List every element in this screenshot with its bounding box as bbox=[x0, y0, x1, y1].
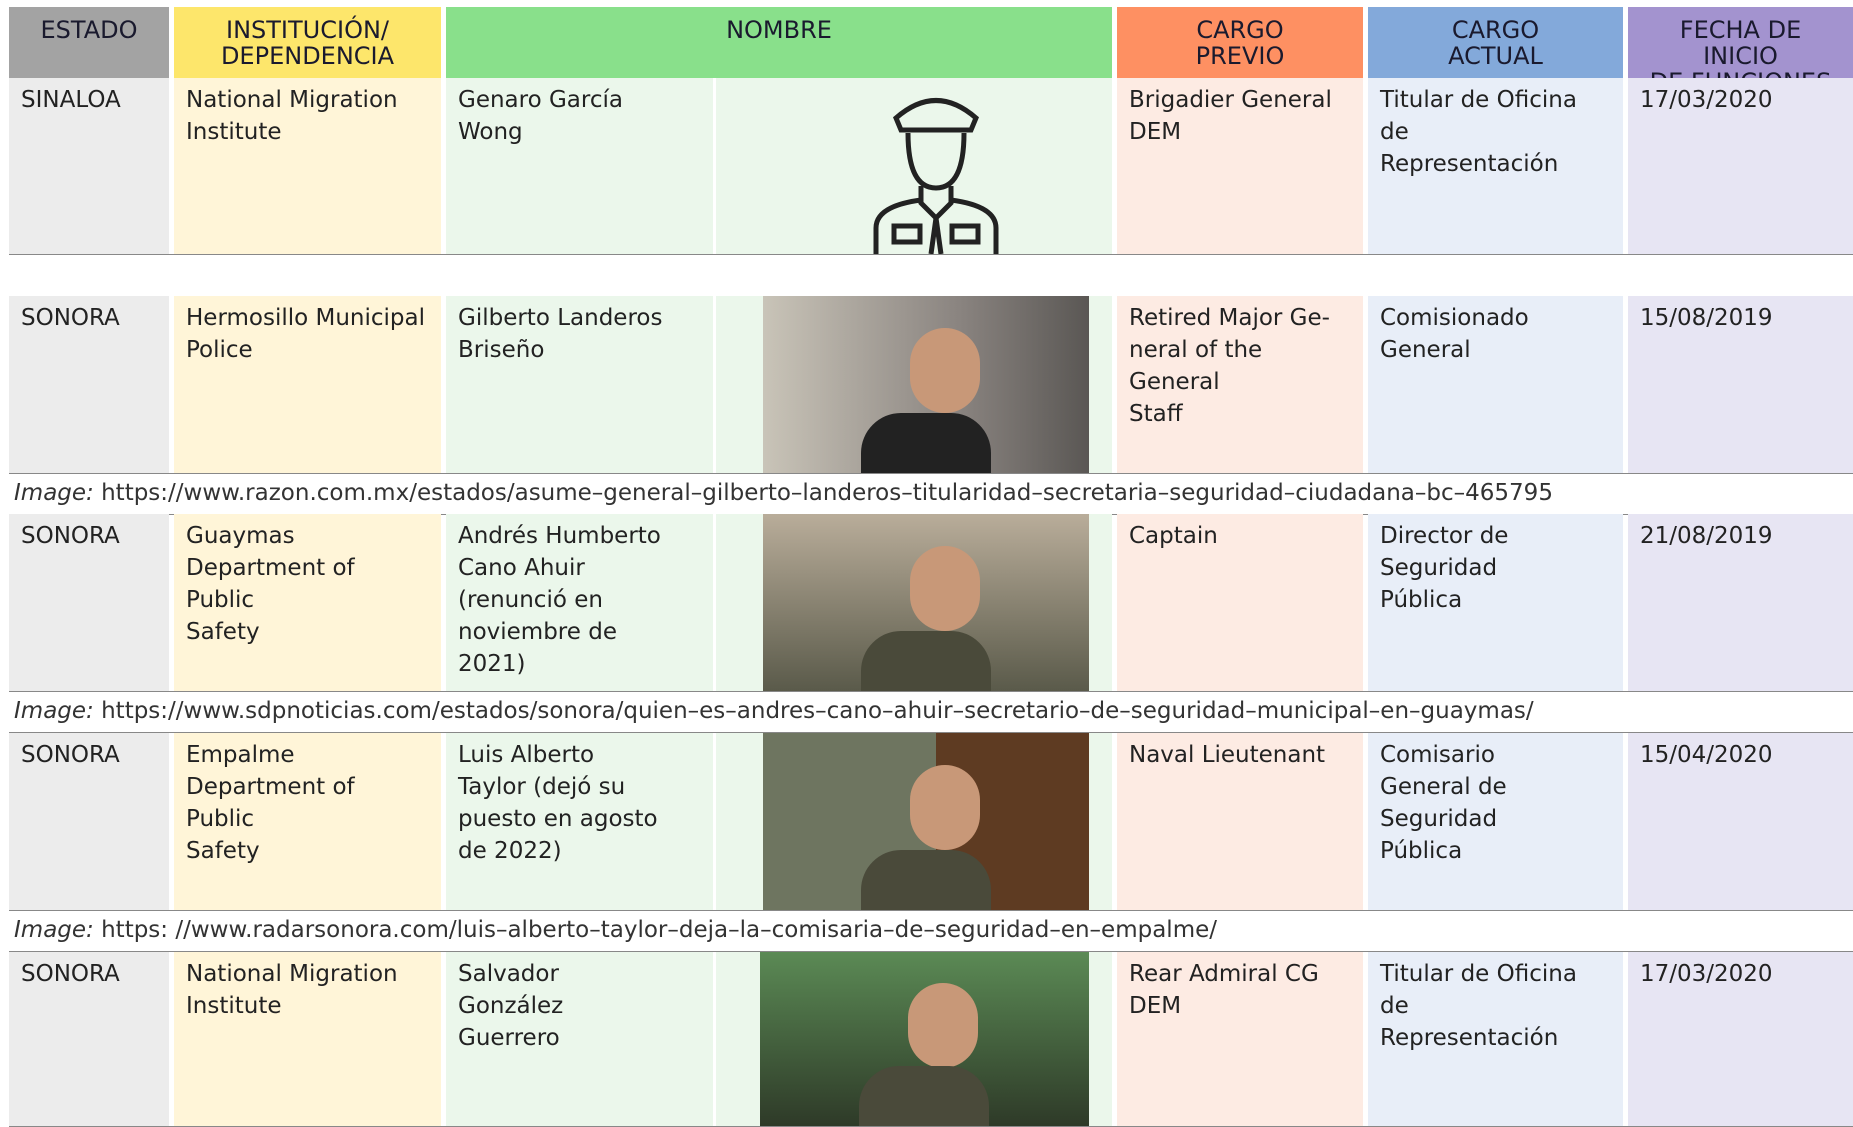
cell-cargo-actual: Comisionado General bbox=[1368, 296, 1623, 473]
row-separator bbox=[9, 910, 1853, 911]
caption-url: https://www.sdpnoticias.com/estados/sono… bbox=[101, 698, 1534, 724]
cell-nombre: Gilberto Landeros Briseño bbox=[458, 305, 663, 363]
cell-nombre: Genaro García Wong bbox=[458, 87, 623, 145]
caption-url: https: //www.radarsonora.com/luis–albert… bbox=[101, 917, 1217, 943]
cell-nombre: Andrés Humberto Cano Ahuir (renunció en … bbox=[458, 523, 661, 677]
header-cell: CARGO ACTUAL bbox=[1368, 7, 1623, 78]
row-separator bbox=[9, 254, 1853, 255]
officer-icon bbox=[873, 98, 999, 254]
person bbox=[908, 983, 979, 1069]
image-caption: Image: https://www.sdpnoticias.com/estad… bbox=[14, 698, 1534, 724]
cell-fecha: 15/04/2020 bbox=[1628, 733, 1853, 910]
cell-cargo-previo: Naval Lieutenant bbox=[1117, 733, 1363, 910]
name-divider bbox=[713, 733, 716, 910]
cell-estado: SINALOA bbox=[9, 78, 169, 254]
cell-nombre: Salvador González Guerrero bbox=[458, 961, 564, 1051]
cell-bg bbox=[446, 78, 1112, 254]
person bbox=[909, 764, 980, 850]
row-separator bbox=[9, 732, 1853, 733]
person-body bbox=[860, 850, 991, 910]
caption-label: Image: bbox=[14, 698, 94, 724]
image-caption: Image: https://www.razon.com.mx/estados/… bbox=[14, 480, 1553, 506]
header-cell: CARGO PREVIO bbox=[1117, 7, 1363, 78]
cell-institucion: Hermosillo Municipal Police bbox=[174, 296, 441, 473]
caption-url: https://www.razon.com.mx/estados/asume–g… bbox=[101, 480, 1553, 506]
cell-institucion: National Migration Institute bbox=[174, 952, 441, 1126]
photo bbox=[763, 514, 1089, 691]
cell-estado: SONORA bbox=[9, 952, 169, 1126]
row-separator bbox=[9, 473, 1853, 474]
cell-cargo-actual: Director de Seguridad Pública bbox=[1368, 514, 1623, 691]
photo bbox=[763, 296, 1089, 473]
cell-cargo-actual: Titular de Oficina de Representación bbox=[1368, 952, 1623, 1126]
name-divider bbox=[713, 514, 716, 691]
person-body bbox=[860, 631, 991, 691]
cell-cargo-actual: Comisario General de Seguridad Pública bbox=[1368, 733, 1623, 910]
cell-cargo-previo: Brigadier General DEM bbox=[1117, 78, 1363, 254]
header-cell: NOMBRE bbox=[446, 7, 1112, 78]
name-divider bbox=[713, 78, 716, 254]
cell-cargo-previo: Retired Major Ge- neral of the General S… bbox=[1117, 296, 1363, 473]
cell-fecha: 15/08/2019 bbox=[1628, 296, 1853, 473]
photo bbox=[763, 733, 1089, 910]
cell-cargo-previo: Rear Admiral CG DEM bbox=[1117, 952, 1363, 1126]
caption-label: Image: bbox=[14, 480, 94, 506]
person-body bbox=[860, 413, 991, 473]
caption-label: Image: bbox=[14, 917, 94, 943]
header-cell: FECHA DE INICIO DE FUNCIONES bbox=[1628, 7, 1853, 95]
cell-estado: SONORA bbox=[9, 514, 169, 691]
cell-fecha: 21/08/2019 bbox=[1628, 514, 1853, 691]
cell-estado: SONORA bbox=[9, 733, 169, 910]
cell-cargo-actual: Titular de Oficina de Representación bbox=[1368, 78, 1623, 254]
row-separator bbox=[9, 691, 1853, 692]
person bbox=[909, 327, 980, 413]
header-cell: INSTITUCIÓN/ DEPENDENCIA bbox=[174, 7, 441, 78]
cell-estado: SONORA bbox=[9, 296, 169, 473]
person bbox=[909, 545, 980, 631]
cell-institucion: Guaymas Department of Public Safety bbox=[174, 514, 441, 691]
name-divider bbox=[713, 296, 716, 473]
person-body bbox=[858, 1066, 989, 1126]
cell-institucion: National Migration Institute bbox=[174, 78, 441, 254]
header-cell: ESTADO bbox=[9, 7, 169, 78]
cell-cargo-previo: Captain bbox=[1117, 514, 1363, 691]
cell-institucion: Empalme Department of Public Safety bbox=[174, 733, 441, 910]
cell-fecha: 17/03/2020 bbox=[1628, 952, 1853, 1126]
name-divider bbox=[713, 952, 716, 1126]
photo bbox=[760, 952, 1089, 1126]
row-separator bbox=[9, 951, 1853, 952]
cell-nombre: Luis Alberto Taylor (dejó su puesto en a… bbox=[458, 742, 658, 864]
image-caption: Image: https: //www.radarsonora.com/luis… bbox=[14, 917, 1217, 943]
cell-fecha: 17/03/2020 bbox=[1628, 78, 1853, 254]
